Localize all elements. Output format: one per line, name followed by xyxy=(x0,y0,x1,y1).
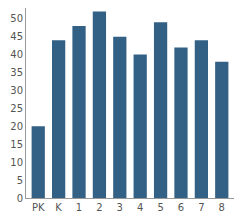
svg-text:5: 5 xyxy=(17,175,23,186)
svg-text:25: 25 xyxy=(10,103,23,114)
svg-text:2: 2 xyxy=(96,202,102,213)
svg-text:6: 6 xyxy=(178,202,184,213)
svg-text:35: 35 xyxy=(10,67,23,78)
svg-text:1: 1 xyxy=(76,202,82,213)
svg-text:PK: PK xyxy=(32,202,45,213)
svg-text:5: 5 xyxy=(157,202,163,213)
svg-text:15: 15 xyxy=(10,139,23,150)
svg-text:0: 0 xyxy=(17,193,23,204)
svg-text:10: 10 xyxy=(10,157,23,168)
svg-text:20: 20 xyxy=(10,121,23,132)
svg-text:7: 7 xyxy=(198,202,204,213)
svg-text:45: 45 xyxy=(10,31,23,42)
svg-text:4: 4 xyxy=(137,202,143,213)
svg-text:30: 30 xyxy=(10,85,23,96)
svg-text:8: 8 xyxy=(219,202,225,213)
svg-text:3: 3 xyxy=(117,202,123,213)
svg-text:40: 40 xyxy=(10,49,23,60)
svg-text:50: 50 xyxy=(10,13,23,24)
svg-text:K: K xyxy=(55,202,62,213)
